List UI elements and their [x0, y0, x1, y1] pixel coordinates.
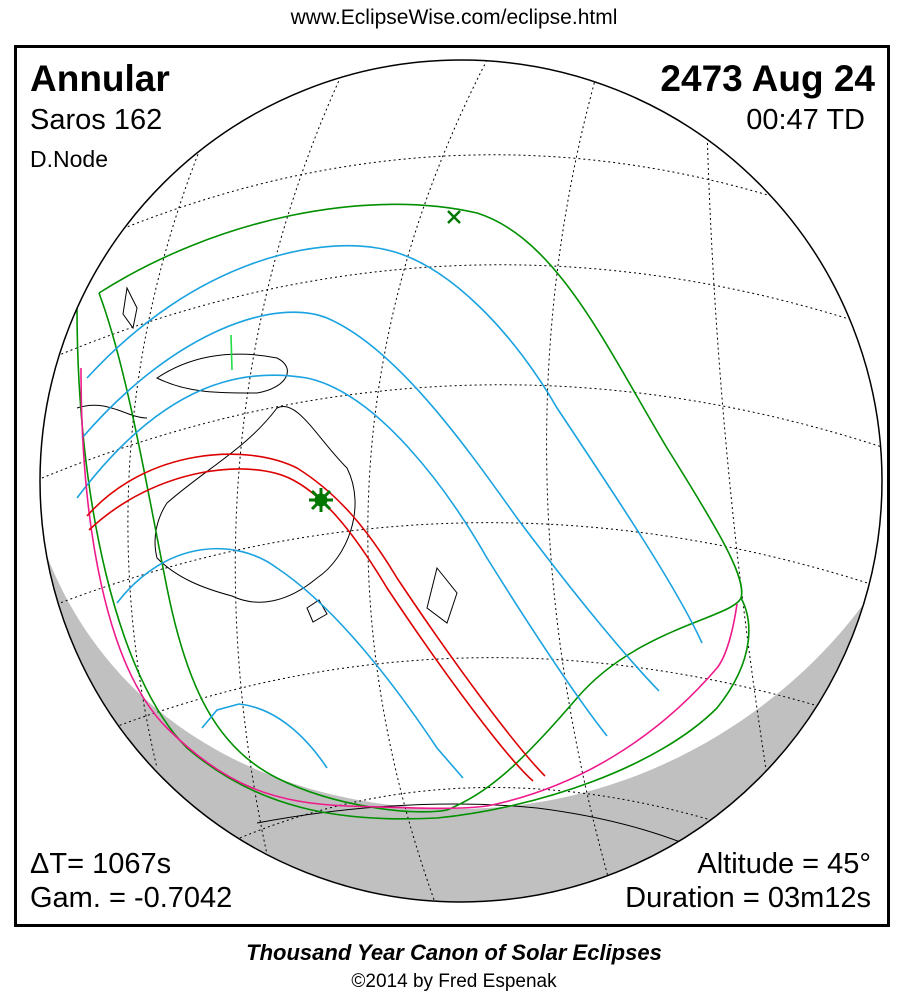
graticule-lon-2 — [367, 60, 488, 902]
coast-tasmania — [306, 599, 328, 623]
coast-indonesia — [76, 404, 148, 419]
coast-new-zealand — [426, 566, 458, 624]
graticule-lat-4 — [46, 522, 882, 609]
delta-t: ΔT= 1067s — [30, 848, 172, 880]
central-line-north-limit — [86, 453, 546, 777]
eclipse-map-frame: Annular 2473 Aug 24 Saros 162 00:47 TD D… — [14, 45, 890, 927]
graticule-lat-2 — [51, 264, 878, 359]
partial-contour-5 — [201, 703, 328, 769]
source-url[interactable]: www.EclipseWise.com/eclipse.html — [290, 6, 618, 29]
canon-title: Thousand Year Canon of Solar Eclipses — [246, 940, 662, 965]
green-meridian-segment — [230, 334, 233, 371]
globe-outline — [39, 59, 883, 903]
coast-antarctica — [256, 803, 718, 859]
partial-contour-4 — [116, 547, 464, 779]
coast-philippines — [122, 286, 138, 330]
penumbral-limit-north — [98, 203, 743, 811]
penumbral-limit-west — [98, 292, 448, 813]
greatest-eclipse-star — [309, 488, 333, 512]
graticule-lat-3 — [41, 384, 882, 479]
partial-contour-2 — [81, 311, 660, 692]
globe-map — [39, 59, 883, 903]
graticule-lon-4 — [706, 127, 778, 839]
node-label: D.Node — [30, 146, 108, 172]
partial-contour-1 — [86, 244, 703, 644]
gamma-value: Gam. = -0.7042 — [30, 882, 233, 914]
graticule-lon-3 — [546, 72, 618, 902]
penumbral-limit-south — [76, 307, 750, 820]
eclipse-time: 00:47 TD — [746, 104, 865, 136]
copyright: ©2014 by Fred Espenak — [351, 971, 557, 992]
graticule-lat-1 — [76, 154, 838, 249]
eclipse-type: Annular — [30, 58, 170, 99]
sunrise-sunset-curve — [80, 367, 738, 810]
sun-altitude: Altitude = 45° — [697, 848, 871, 880]
globe-disc — [40, 60, 882, 902]
partial-contour-3 — [76, 374, 608, 737]
coast-australia — [154, 405, 356, 603]
eclipse-date: 2473 Aug 24 — [660, 58, 875, 99]
subsolar-cross — [447, 210, 461, 224]
graticule-lon-1 — [234, 62, 348, 899]
central-line-south-limit — [88, 468, 534, 782]
central-duration: Duration = 03m12s — [625, 882, 871, 914]
saros-number: Saros 162 — [30, 104, 163, 136]
